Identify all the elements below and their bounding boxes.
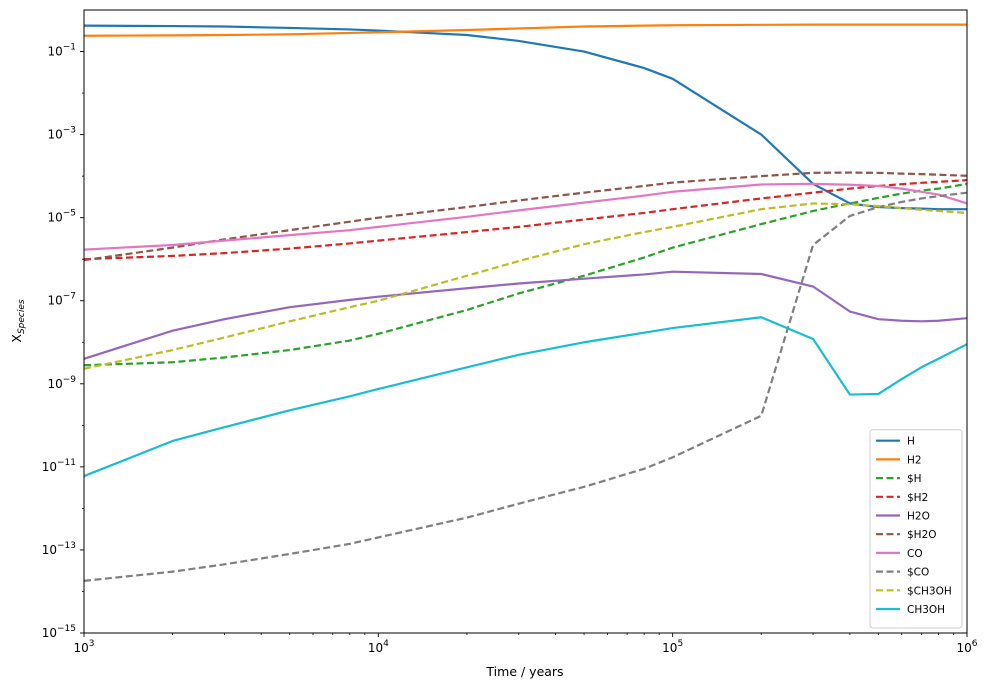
x-tick-label: 104 — [368, 639, 389, 655]
y-axis-label: XSpecies — [9, 299, 27, 343]
series-line-ch3oh — [84, 202, 967, 370]
y-tick-label: 10−3 — [47, 126, 76, 142]
legend-label: H — [907, 436, 915, 448]
legend-label: $CO — [907, 567, 929, 579]
legend-label: $H2O — [907, 529, 937, 541]
legend-label: $CH3OH — [907, 585, 952, 597]
legend-label: $H2 — [907, 492, 928, 504]
series-line-co — [84, 191, 967, 582]
series-line-co — [84, 182, 967, 251]
series-layer — [84, 23, 967, 582]
series-line-h2 — [84, 23, 967, 37]
x-axis: 103 104 105 106 — [73, 633, 978, 655]
y-tick-label: 10−1 — [47, 43, 76, 59]
y-tick-label: 10−15 — [42, 624, 76, 640]
legend-label: H2O — [907, 511, 930, 523]
series-line-ch3oh — [84, 316, 967, 478]
legend-box — [869, 429, 963, 629]
plot-area — [83, 9, 968, 634]
legend: H H2 $H $H2 H2O $H2O CO $CO $CH3OH CH3OH — [869, 429, 963, 629]
legend-label: $H — [907, 473, 922, 485]
y-tick-label: 10−9 — [47, 375, 76, 391]
y-tick-label: 10−7 — [47, 292, 76, 308]
x-tick-label: 106 — [956, 639, 977, 655]
x-tick-label: 103 — [73, 639, 94, 655]
series-line-h — [84, 182, 967, 367]
y-tick-label: 10−13 — [42, 541, 76, 557]
legend-label: CH3OH — [907, 604, 945, 616]
y-axis-label-subscript: Species — [17, 299, 27, 334]
legend-label: H2 — [907, 454, 922, 466]
series-line-h2o — [84, 270, 967, 360]
x-tick-label: 105 — [662, 639, 683, 655]
series-line-h2o — [84, 171, 967, 262]
y-axis-label-main: X — [9, 334, 24, 343]
y-tick-label: 10−11 — [42, 458, 76, 474]
y-tick-label: 10−5 — [47, 209, 76, 225]
series-line-h — [84, 24, 967, 211]
axes-frame — [83, 9, 968, 634]
legend-label: CO — [907, 548, 923, 560]
series-line-h2 — [84, 179, 967, 261]
x-axis-label: Time / years — [485, 664, 563, 679]
y-axis: 10−15 10−13 10−11 10−9 10−7 10−5 10−3 10−1 — [42, 43, 84, 640]
